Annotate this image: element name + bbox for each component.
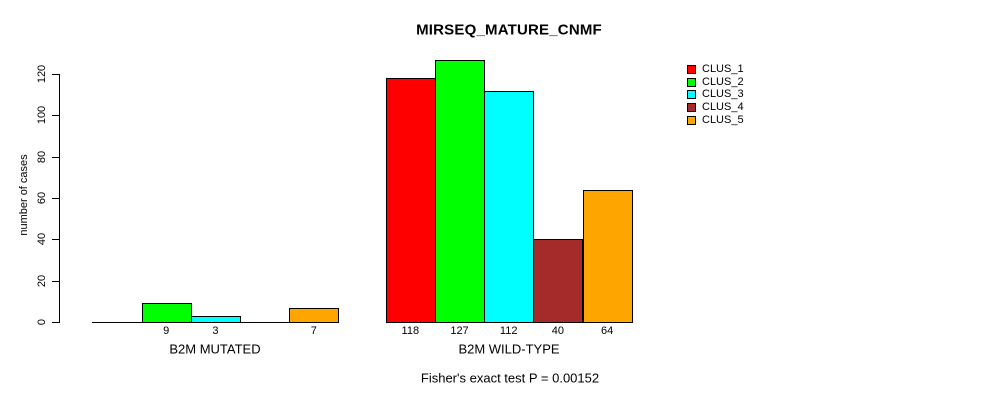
y-axis-label: number of cases	[18, 154, 30, 236]
legend-swatch-icon	[687, 90, 696, 100]
x-group-label-b2m-mutated: B2M MUTATED	[169, 341, 261, 357]
legend-label: CLUS_3	[702, 88, 744, 101]
bar-value-label: 40	[551, 325, 565, 337]
legend-label: CLUS_1	[702, 62, 744, 75]
bar-clus_3-group1	[190, 315, 241, 323]
bar-value-label: 9	[163, 325, 170, 337]
y-axis-tick	[52, 74, 59, 75]
legend-item-clus_2: CLUS_2	[687, 76, 744, 89]
bar-value-label: 3	[212, 325, 219, 337]
bar-clus_3-group2	[484, 90, 535, 323]
bar-clus_2-group1	[141, 303, 192, 323]
legend-item-clus_1: CLUS_1	[687, 63, 744, 76]
bar-clus_5-group1	[289, 307, 340, 323]
y-tick-label: 0	[36, 318, 48, 326]
bar-clus_1-group2	[385, 78, 436, 323]
legend-swatch-icon	[687, 116, 696, 126]
y-tick-label: 60	[36, 191, 48, 205]
y-tick-label: 40	[36, 233, 48, 246]
bar-clus_5-group2	[582, 189, 633, 323]
y-tick-label: 120	[36, 64, 48, 84]
bar-clus_2-group2	[434, 59, 486, 323]
x-group-label-b2m-wild-type: B2M WILD-TYPE	[458, 341, 560, 357]
bar-value-label: 118	[401, 325, 420, 337]
y-axis-tick	[52, 115, 59, 117]
y-axis-tick	[52, 322, 59, 323]
y-axis-tick	[52, 280, 59, 282]
legend-swatch-icon	[687, 103, 696, 113]
y-tick-label: 80	[36, 150, 48, 163]
bar-clus_4-group2	[533, 239, 584, 323]
legend-label: CLUS_5	[702, 114, 744, 127]
legend: CLUS_1 CLUS_2 CLUS_3 CLUS_4 CLUS_5	[687, 63, 744, 127]
y-axis-tick	[52, 156, 59, 158]
legend-swatch-icon	[687, 77, 696, 87]
bar-value-label: 7	[310, 325, 317, 337]
legend-item-clus_3: CLUS_3	[687, 89, 744, 102]
y-axis-tick	[52, 198, 59, 199]
y-tick-label: 100	[36, 106, 48, 125]
y-axis-tick	[52, 239, 59, 241]
bar-value-label: 127	[450, 325, 469, 337]
legend-swatch-icon	[687, 64, 696, 74]
legend-item-clus_5: CLUS_5	[687, 114, 744, 127]
legend-label: CLUS_2	[702, 75, 744, 88]
legend-item-clus_4: CLUS_4	[687, 101, 744, 114]
y-tick-label: 20	[36, 274, 48, 287]
bar-value-label: 112	[499, 325, 518, 337]
bar-value-label: 64	[600, 325, 614, 337]
legend-label: CLUS_4	[702, 101, 744, 114]
fisher-test-annotation: Fisher's exact test P = 0.00152	[420, 370, 600, 386]
chart-title: MIRSEQ_MATURE_CNMF	[416, 21, 602, 39]
y-axis-line	[59, 74, 60, 323]
